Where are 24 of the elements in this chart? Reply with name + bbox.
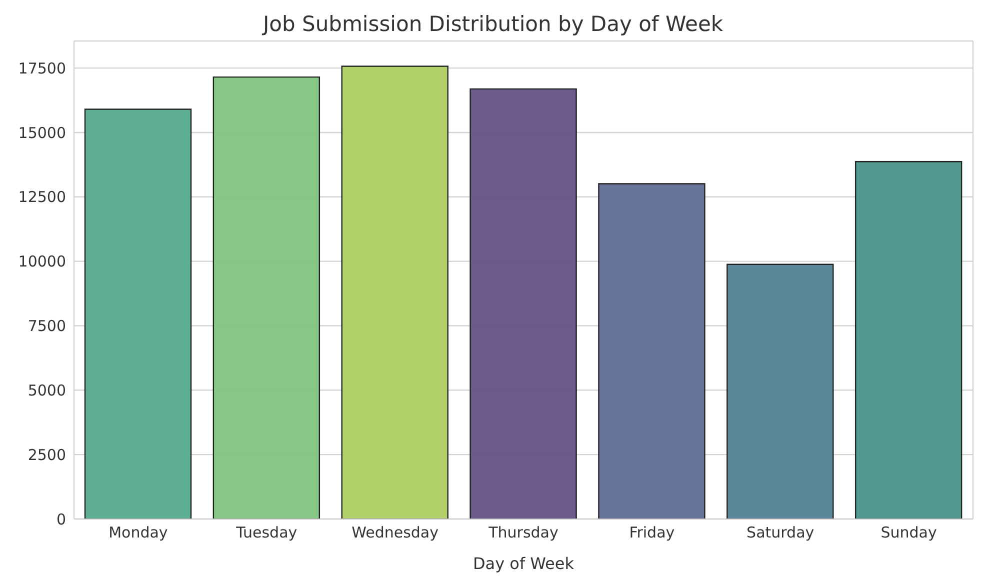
x-axis-title: Day of Week <box>472 554 575 573</box>
bar <box>212 76 320 519</box>
x-tick-label: Wednesday <box>352 524 439 542</box>
x-tick-label: Sunday <box>880 524 937 542</box>
y-tick-label: 7500 <box>28 317 66 336</box>
y-tick-label: 5000 <box>28 381 66 400</box>
y-tick-label: 12500 <box>18 188 66 206</box>
y-tick-label: 10000 <box>18 252 66 271</box>
x-tick-label: Thursday <box>488 524 558 542</box>
bar <box>854 160 962 519</box>
y-tick-label: 17500 <box>18 59 66 78</box>
y-tick-label: 15000 <box>18 124 66 142</box>
bar <box>598 183 706 519</box>
bar <box>470 88 577 519</box>
bar <box>341 66 448 519</box>
bar <box>726 264 834 519</box>
x-tick-label: Tuesday <box>235 524 298 542</box>
y-tick-label: 2500 <box>28 446 66 464</box>
y-tick-label: 0 <box>56 510 66 528</box>
bar <box>84 108 192 519</box>
x-tick-label: Monday <box>108 524 168 542</box>
x-tick-label: Saturday <box>746 524 814 542</box>
chart-title: Job Submission Distribution by Day of Week <box>260 12 724 36</box>
x-tick-label: Friday <box>629 524 675 542</box>
